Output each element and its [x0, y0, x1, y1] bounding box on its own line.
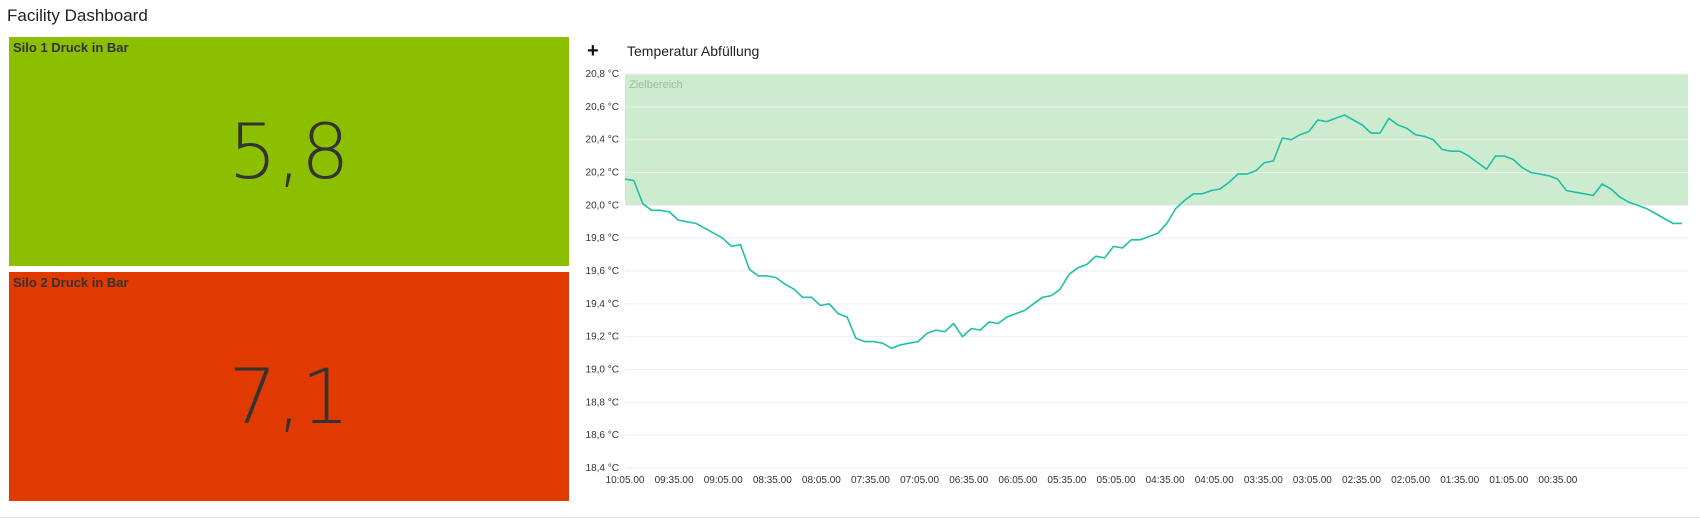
plus-icon[interactable]: +: [587, 40, 599, 62]
y-tick-label: 19,6 °C: [586, 266, 619, 277]
y-tick-label: 19,2 °C: [586, 332, 619, 343]
x-tick-label: 04:05.00: [1195, 475, 1234, 486]
x-tick-label: 03:35.00: [1244, 475, 1283, 486]
y-tick-label: 18,4 °C: [586, 463, 619, 474]
x-tick-label: 01:35.00: [1440, 475, 1479, 486]
chart-title: Temperatur Abfüllung: [627, 43, 760, 59]
x-tick-label: 08:35.00: [753, 475, 792, 486]
temperature-chart: Zielbereich 20,8 °C 20,6 °C 20,4 °C 20,2 °C 2…: [586, 69, 1688, 486]
x-tick-label: 07:35.00: [851, 475, 890, 486]
x-tick-label: 04:35.00: [1146, 475, 1185, 486]
chart-header: + Temperatur Abfüllung: [587, 40, 759, 62]
y-tick-label: 20,0 °C: [586, 200, 619, 211]
y-tick-label: 20,8 °C: [586, 69, 619, 80]
x-tick-label: 09:05.00: [704, 475, 743, 486]
silo-2-value: 7,1: [228, 352, 350, 441]
y-tick-label: 19,8 °C: [586, 233, 619, 244]
y-tick-label: 19,4 °C: [586, 299, 619, 310]
y-tick-label: 18,8 °C: [586, 397, 619, 408]
silo-1-value: 5,8: [228, 107, 350, 196]
y-tick-label: 18,6 °C: [586, 430, 619, 441]
x-tick-label: 07:05.00: [900, 475, 939, 486]
x-tick-label: 09:35.00: [655, 475, 694, 486]
x-tick-label: 05:05.00: [1097, 475, 1136, 486]
x-tick-label: 05:35.00: [1047, 475, 1086, 486]
x-tick-label: 01:05.00: [1489, 475, 1528, 486]
y-tick-label: 20,2 °C: [586, 168, 619, 179]
y-tick-label: 20,6 °C: [586, 102, 619, 113]
silo-2-tile[interactable]: Silo 2 Druck in Bar 7,1: [9, 272, 569, 501]
x-tick-label: 06:05.00: [998, 475, 1037, 486]
x-tick-label: 08:05.00: [802, 475, 841, 486]
silo-1-tile[interactable]: Silo 1 Druck in Bar 5,8: [9, 37, 569, 266]
silo-1-label: Silo 1 Druck in Bar: [13, 40, 129, 55]
y-tick-label: 20,4 °C: [586, 135, 619, 146]
page-title: Facility Dashboard: [7, 6, 148, 25]
x-tick-label: 02:35.00: [1342, 475, 1381, 486]
x-tick-label: 10:05.00: [606, 475, 645, 486]
silo-2-label: Silo 2 Druck in Bar: [13, 275, 129, 290]
x-tick-label: 06:35.00: [949, 475, 988, 486]
x-tick-label: 02:05.00: [1391, 475, 1430, 486]
x-tick-label: 03:05.00: [1293, 475, 1332, 486]
target-band-label: Zielbereich: [629, 79, 683, 91]
divider: [0, 517, 1700, 518]
x-tick-label: 00:35.00: [1538, 475, 1577, 486]
y-tick-label: 19,0 °C: [586, 365, 619, 376]
temperature-line: [624, 114, 1682, 350]
